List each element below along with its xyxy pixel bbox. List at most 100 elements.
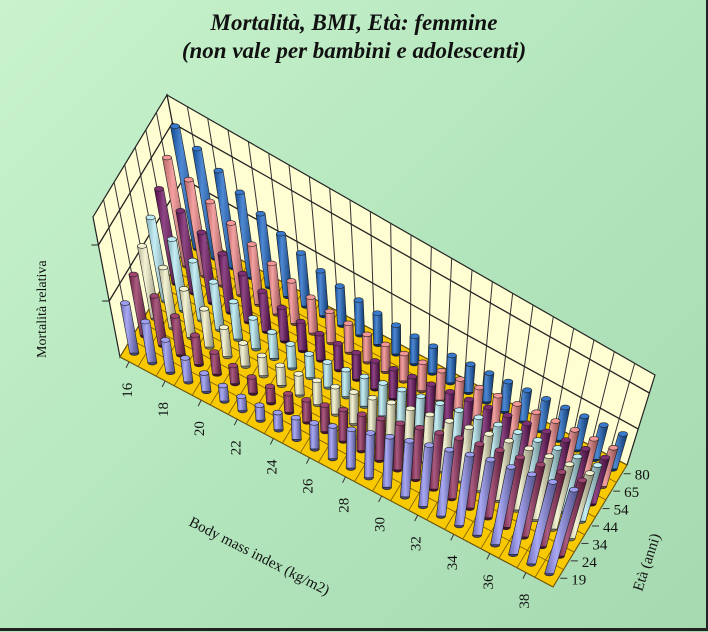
bar-age-19-bmi-24 xyxy=(272,409,284,433)
bar-top xyxy=(189,332,200,338)
bar-age-65-bmi-27 xyxy=(380,341,391,375)
bar-age-19-bmi-27 xyxy=(327,423,338,462)
bar-top xyxy=(396,386,407,393)
bar-top xyxy=(386,399,397,406)
bar-age-24-bmi-19 xyxy=(189,332,204,368)
bar-top xyxy=(515,454,525,460)
bar-top xyxy=(286,278,297,284)
bar-age-24-bmi-25 xyxy=(301,397,313,425)
x-tick xyxy=(342,476,346,484)
bar-top xyxy=(405,405,416,412)
bar-age-19-bmi-23 xyxy=(254,402,266,423)
wall-gridline xyxy=(464,269,473,379)
x-tick xyxy=(522,572,527,579)
bar-top xyxy=(608,445,619,451)
bar-age-34-bmi-21 xyxy=(238,340,251,369)
bar-top xyxy=(503,378,514,385)
bar-top xyxy=(547,479,558,485)
bar-top xyxy=(340,366,351,373)
bar-top xyxy=(521,420,532,427)
wall-gridline xyxy=(554,328,575,427)
bar-top xyxy=(454,435,465,441)
bar-age-54-bmi-24 xyxy=(314,330,326,363)
bar-age-80-bmi-35 xyxy=(535,396,552,434)
bar-age-65-bmi-24 xyxy=(324,308,337,346)
bar-top xyxy=(417,359,428,366)
wall-gridline xyxy=(446,258,453,370)
bar-top xyxy=(276,304,287,311)
bar-body xyxy=(290,417,302,440)
bar-top xyxy=(170,123,180,129)
bar-top xyxy=(247,315,258,321)
bar-age-19-bmi-35 xyxy=(472,456,496,538)
bar-top xyxy=(295,318,306,325)
bar-top xyxy=(560,404,571,411)
bar-top xyxy=(158,264,169,271)
bar-body xyxy=(434,370,447,401)
bar-age-65-bmi-30 xyxy=(434,367,447,403)
wall-gridline xyxy=(482,281,493,389)
bar-top xyxy=(380,341,391,348)
bar-top xyxy=(346,426,357,433)
x-tick xyxy=(378,495,383,503)
bar-body xyxy=(452,378,466,411)
bar-age-34-bmi-24 xyxy=(293,371,305,398)
bar-top xyxy=(196,229,207,236)
bar-top xyxy=(285,341,296,347)
bar-top xyxy=(434,430,445,436)
bar-age-19-bmi-18 xyxy=(160,337,176,375)
bar-top xyxy=(369,358,380,364)
bar-body xyxy=(416,361,428,391)
bar-top xyxy=(391,322,401,328)
bar-top xyxy=(436,367,447,374)
bar-top xyxy=(512,401,523,407)
bar-top xyxy=(255,210,266,217)
bar-top xyxy=(535,461,546,468)
bar-body xyxy=(406,376,418,409)
bar-body xyxy=(295,321,308,351)
bar-top xyxy=(526,471,537,478)
bar-top xyxy=(415,393,426,400)
bar-age-44-bmi-21 xyxy=(247,315,262,352)
bar-top xyxy=(283,391,293,397)
bar-top xyxy=(367,394,378,401)
bar-top xyxy=(314,330,325,337)
y-tick-label: 44 xyxy=(603,520,619,536)
bar-top xyxy=(309,420,319,426)
bar-age-80-bmi-33 xyxy=(499,378,514,415)
bar-age-54-bmi-29 xyxy=(406,373,418,411)
bar-body xyxy=(427,345,439,374)
bar-age-65-bmi-25 xyxy=(343,320,355,355)
bar-top xyxy=(424,442,435,448)
bar-top xyxy=(444,418,455,424)
bar-age-24-bmi-30 xyxy=(392,420,406,473)
bar-body xyxy=(283,393,295,413)
bar-age-24-bmi-33 xyxy=(446,435,465,502)
bar-body xyxy=(372,312,384,345)
x-tick-label: 30 xyxy=(373,517,389,532)
x-tick-label: 36 xyxy=(481,574,497,590)
bar-top xyxy=(266,260,277,267)
y-tick-label: 34 xyxy=(592,537,608,553)
x-tick xyxy=(450,534,455,541)
bar-top xyxy=(228,362,238,369)
bar-top xyxy=(322,359,333,365)
bar-top xyxy=(444,447,455,453)
bar-top xyxy=(473,414,484,421)
bar-age-54-bmi-26 xyxy=(351,350,362,382)
bar-top xyxy=(218,324,229,330)
bar-body xyxy=(228,365,241,384)
bar-top xyxy=(522,387,533,393)
bar-age-24-bmi-26 xyxy=(319,402,331,435)
x-tick xyxy=(161,380,166,388)
bar-age-44-bmi-26 xyxy=(340,366,352,400)
bar-top xyxy=(359,373,370,380)
bar-top xyxy=(541,396,552,402)
bar-body xyxy=(314,333,326,361)
bar-age-19-bmi-33 xyxy=(436,447,455,519)
bar-top xyxy=(579,413,590,419)
bar-top xyxy=(532,437,543,443)
x-tick-label: 34 xyxy=(445,555,461,571)
bar-age-80-bmi-27 xyxy=(391,322,402,357)
